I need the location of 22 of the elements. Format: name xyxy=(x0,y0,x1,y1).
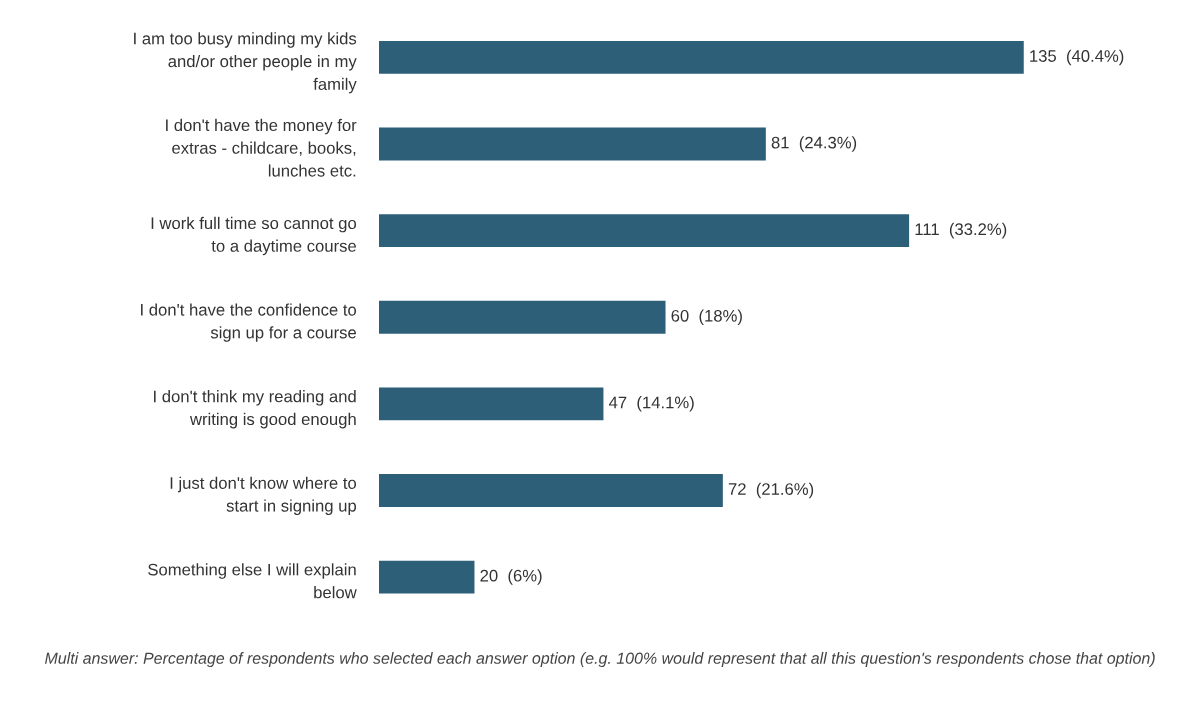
y-tick-label: I don't think my reading and writing is good enough xyxy=(154,390,356,429)
y-tick-label: I work full time so cannot go to a daytime course xyxy=(151,216,357,256)
bar xyxy=(378,560,475,594)
data-label: 81 (24.3%) xyxy=(771,136,857,152)
text: Multi answer: Percentage of respondents who selected each answer option (e.g. 100% would represent that all this question's respondents chose that option) xyxy=(45,652,1155,668)
bar xyxy=(378,300,666,334)
bar xyxy=(378,387,604,421)
data-label: 72 (21.6%) xyxy=(728,482,814,499)
bar xyxy=(378,474,723,507)
data-label: 47 (14.1%) xyxy=(608,396,694,412)
data-label: 111 (33.2%) xyxy=(915,222,1007,239)
y-tick-label: I don't have the money for extras - childcare, books, lunches etc. xyxy=(166,118,357,177)
y-tick-label: Something else I will explain below xyxy=(148,563,357,599)
bar xyxy=(378,127,766,161)
data-label: 135 (40.4%) xyxy=(1030,49,1124,66)
bar xyxy=(378,40,1024,74)
y-tick-label: I just don't know where to start in signing up xyxy=(170,476,357,515)
bar xyxy=(378,214,910,248)
y-tick-label: I don't have the confidence to sign up for a course xyxy=(141,303,357,342)
data-label: 20 (6%) xyxy=(480,569,542,585)
data-label: 60 (18%) xyxy=(671,309,742,326)
y-tick-label: I am too busy minding my kids and/or other people in my family xyxy=(134,32,357,94)
